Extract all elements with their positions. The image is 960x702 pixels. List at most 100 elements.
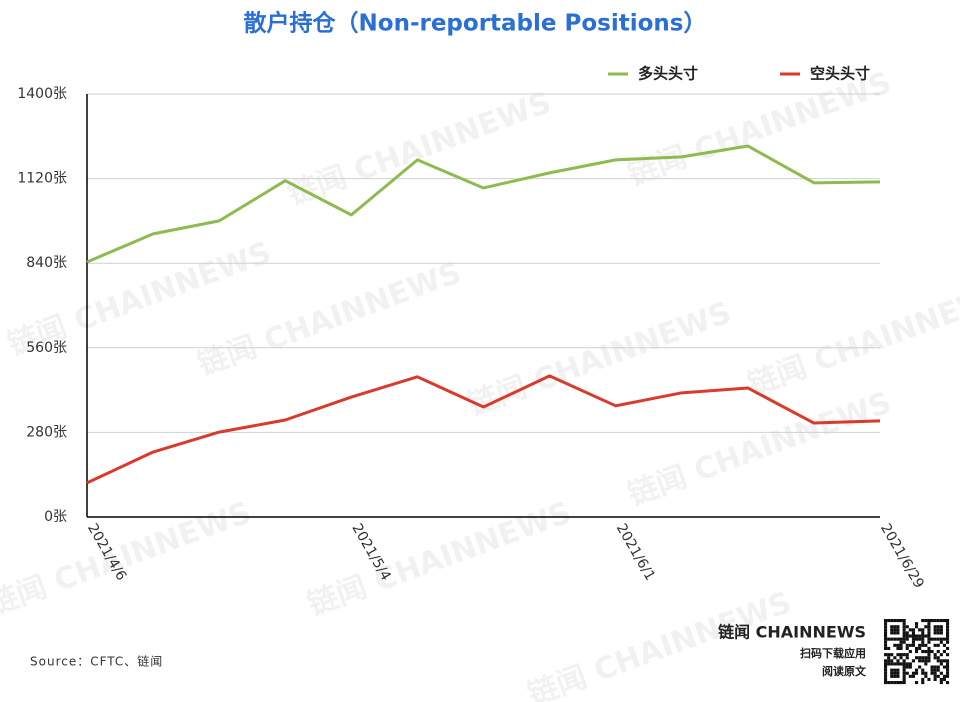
- qr-cell: [908, 628, 912, 632]
- qr-cell: [896, 628, 900, 632]
- qr-cell: [893, 643, 897, 647]
- qr-cell: [911, 659, 915, 663]
- qr-cell: [946, 681, 950, 685]
- qr-cell: [939, 653, 943, 657]
- qr-cell: [884, 677, 888, 681]
- legend-label: 空头头寸: [810, 65, 870, 83]
- qr-cell: [924, 671, 928, 675]
- qr-cell: [902, 625, 906, 629]
- qr-cell: [921, 668, 925, 672]
- qr-cell: [930, 665, 934, 669]
- qr-cell: [911, 640, 915, 644]
- qr-cell: [930, 650, 934, 654]
- qr-cell: [930, 668, 934, 672]
- qr-cell: [942, 650, 946, 654]
- qr-cell: [924, 650, 928, 654]
- qr-cell: [896, 619, 900, 623]
- qr-cell: [899, 662, 903, 666]
- qr-cell: [893, 662, 897, 666]
- qr-cell: [918, 643, 922, 647]
- qr-cell: [939, 681, 943, 685]
- qr-cell: [936, 650, 940, 654]
- qr-cell: [890, 625, 894, 629]
- qr-cell: [884, 659, 888, 663]
- qr-cell: [905, 634, 909, 638]
- qr-cell: [887, 656, 891, 660]
- qr-cell: [927, 677, 931, 681]
- qr-cell: [893, 631, 897, 635]
- qr-cell: [911, 634, 915, 638]
- qr-cell: [939, 628, 943, 632]
- qr-cell: [890, 668, 894, 672]
- qr-cell: [890, 619, 894, 623]
- watermark: 链闻 CHAINNEWS: [623, 385, 896, 513]
- qr-cell: [890, 628, 894, 632]
- qr-cell: [927, 628, 931, 632]
- qr-cell: [946, 640, 950, 644]
- qr-cell: [924, 625, 928, 629]
- qr-cell: [936, 625, 940, 629]
- qr-cell: [899, 643, 903, 647]
- qr-cell: [908, 634, 912, 638]
- qr-cell: [911, 671, 915, 675]
- qr-cell: [902, 671, 906, 675]
- y-tick-label: 280张: [26, 424, 67, 440]
- qr-cell: [924, 656, 928, 660]
- qr-cell: [884, 625, 888, 629]
- qr-cell: [921, 681, 925, 685]
- qr-cell: [899, 656, 903, 660]
- qr-cell: [942, 619, 946, 623]
- watermark: 链闻 CHAINNEWS: [743, 275, 960, 403]
- qr-cell: [939, 662, 943, 666]
- qr-cell: [939, 619, 943, 623]
- qr-cell: [887, 637, 891, 641]
- qr-cell: [896, 659, 900, 663]
- qr-cell: [915, 622, 919, 626]
- qr-cell: [939, 640, 943, 644]
- qr-cell: [890, 653, 894, 657]
- qr-cell: [915, 671, 919, 675]
- qr-cell: [915, 650, 919, 654]
- legend-label: 多头头寸: [638, 65, 698, 83]
- qr-cell: [927, 631, 931, 635]
- qr-cell: [927, 634, 931, 638]
- qr-cell: [933, 631, 937, 635]
- qr-cell: [915, 668, 919, 672]
- watermark: 链闻 CHAINNEWS: [623, 65, 896, 193]
- qr-cell: [927, 646, 931, 650]
- qr-cell: [893, 671, 897, 675]
- qr-cell: [933, 625, 937, 629]
- qr-cell: [899, 646, 903, 650]
- qr-cell: [927, 659, 931, 663]
- qr-cell: [936, 668, 940, 672]
- qr-cell: [924, 634, 928, 638]
- watermark: 链闻 CHAINNEWS: [283, 85, 556, 213]
- qr-cell: [921, 640, 925, 644]
- qr-cell: [896, 646, 900, 650]
- qr-cell: [936, 619, 940, 623]
- qr-cell: [915, 625, 919, 629]
- qr-cell: [927, 637, 931, 641]
- qr-cell: [921, 628, 925, 632]
- qr-cell: [946, 619, 950, 623]
- qr-cell: [896, 631, 900, 635]
- watermark: 链闻 CHAINNEWS: [463, 295, 736, 423]
- qr-cell: [939, 659, 943, 663]
- qr-cell: [918, 628, 922, 632]
- qr-cell: [933, 653, 937, 657]
- qr-cell: [887, 653, 891, 657]
- qr-cell: [902, 668, 906, 672]
- qr-cell: [902, 653, 906, 657]
- qr-cell: [905, 656, 909, 660]
- qr-cell: [905, 665, 909, 669]
- qr-cell: [902, 640, 906, 644]
- qr-cell: [936, 656, 940, 660]
- qr-cell: [899, 681, 903, 685]
- qr-cell: [927, 640, 931, 644]
- qr-cell: [905, 653, 909, 657]
- qr-cell: [887, 659, 891, 663]
- qr-cell: [933, 628, 937, 632]
- qr-cell: [933, 674, 937, 678]
- qr-cell: [927, 619, 931, 623]
- qr-cell: [884, 640, 888, 644]
